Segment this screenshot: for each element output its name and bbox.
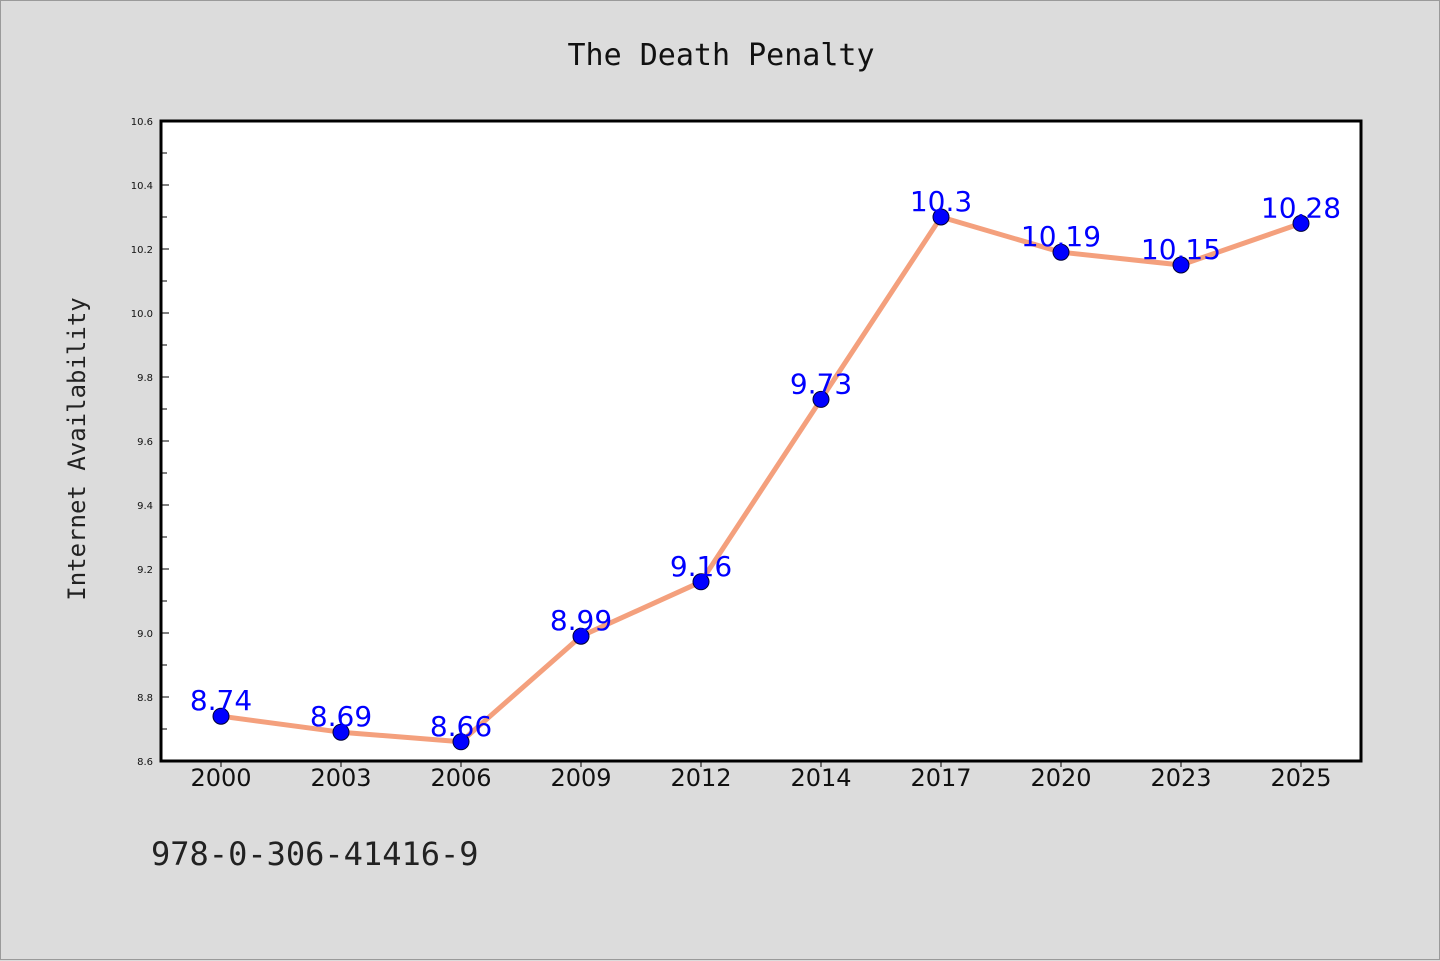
y-tick-label: 9.2 [137,565,153,576]
x-tick-label: 2000 [190,764,251,792]
data-point [932,208,950,226]
x-axis-ticks: 2000 2003 2006 2009 2012 2014 2017 2020 2023 2025 [190,761,1332,792]
data-label: 8.66 [430,710,492,743]
data-point [452,733,470,751]
isbn-footnote: 978-0-306-41416-9 [151,835,479,873]
data-point [572,627,590,645]
data-label: 9.16 [670,550,732,583]
x-tick-label: 2023 [1150,764,1211,792]
x-tick-label: 2003 [310,764,371,792]
data-point [1052,243,1070,261]
data-label: 8.74 [190,684,252,717]
series-lines [218,214,1304,745]
x-tick-label: 2014 [790,764,851,792]
data-point [212,707,230,725]
x-tick-label: 2009 [550,764,611,792]
y-tick-label: 10.6 [131,117,153,128]
x-tick-label: 2025 [1270,764,1331,792]
plot-area [159,119,1363,763]
y-axis-label: Internet Availability [63,297,91,600]
data-point [332,723,350,741]
data-label: 10.15 [1141,233,1221,266]
x-tick-label: 2012 [670,764,731,792]
series-points [212,208,1310,751]
data-label: 9.73 [790,367,852,400]
y-tick-label: 9.8 [137,373,153,384]
y-tick-label: 8.8 [137,693,153,704]
y-tick-label: 10.2 [131,245,153,256]
data-label: 10.3 [910,185,972,218]
x-tick-label: 2006 [430,764,491,792]
y-tick-label: 9.6 [137,437,153,448]
data-labels: 8.74 8.69 8.66 8.99 9.16 9.73 10.3 10.19 10.15 10… [190,185,1341,743]
data-point [1292,214,1310,232]
x-tick-label: 2017 [910,764,971,792]
data-point [692,573,710,591]
y-axis-ticks: 8.6 8.8 9.0 9.2 9.4 9.6 9.8 10.0 10.2 10.4 10.6 [131,117,169,768]
y-tick-label: 9.4 [137,501,153,512]
y-tick-label: 10.0 [131,309,153,320]
data-label: 10.28 [1261,191,1341,224]
y-tick-label: 9.0 [137,629,153,640]
chart-title: The Death Penalty [567,38,874,73]
series-line [218,214,1304,745]
data-label: 8.69 [310,700,372,733]
y-tick-label: 10.4 [131,181,153,192]
y-tick-label: 8.6 [137,757,153,768]
data-label: 8.99 [550,604,612,637]
data-point [1172,256,1190,274]
data-label: 10.19 [1021,220,1101,253]
x-tick-label: 2020 [1030,764,1091,792]
data-point [812,390,830,408]
